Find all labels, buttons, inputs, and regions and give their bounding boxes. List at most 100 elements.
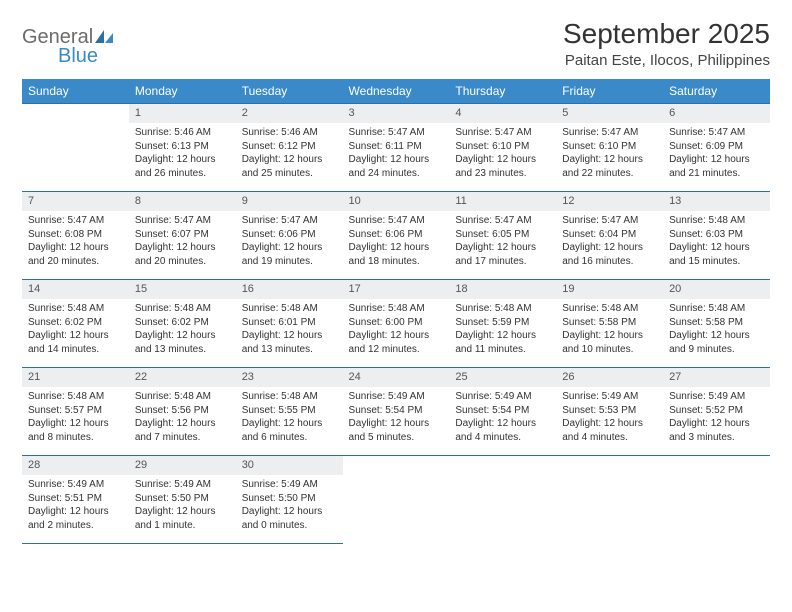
sunrise-line: Sunrise: 5:49 AM [135,478,230,492]
sunset-line: Sunset: 5:52 PM [669,404,764,418]
sunset-line: Sunset: 6:13 PM [135,140,230,154]
day-content: Sunrise: 5:47 AMSunset: 6:11 PMDaylight:… [343,123,450,185]
daylight-line: Daylight: 12 hours and 13 minutes. [242,329,337,356]
week-row: 1Sunrise: 5:46 AMSunset: 6:13 PMDaylight… [22,104,770,192]
day-cell: 12Sunrise: 5:47 AMSunset: 6:04 PMDayligh… [556,192,663,280]
day-number: 15 [129,280,236,299]
day-cell: 15Sunrise: 5:48 AMSunset: 6:02 PMDayligh… [129,280,236,368]
day-content: Sunrise: 5:47 AMSunset: 6:06 PMDaylight:… [236,211,343,273]
sunrise-line: Sunrise: 5:48 AM [455,302,550,316]
day-cell: 6Sunrise: 5:47 AMSunset: 6:09 PMDaylight… [663,104,770,192]
sunset-line: Sunset: 6:03 PM [669,228,764,242]
day-content: Sunrise: 5:49 AMSunset: 5:54 PMDaylight:… [449,387,556,449]
sunset-line: Sunset: 6:06 PM [242,228,337,242]
day-content: Sunrise: 5:46 AMSunset: 6:12 PMDaylight:… [236,123,343,185]
sunrise-line: Sunrise: 5:47 AM [455,126,550,140]
day-cell: 4Sunrise: 5:47 AMSunset: 6:10 PMDaylight… [449,104,556,192]
sunset-line: Sunset: 5:57 PM [28,404,123,418]
day-header: Saturday [663,79,770,104]
day-content: Sunrise: 5:48 AMSunset: 5:55 PMDaylight:… [236,387,343,449]
week-row: 28Sunrise: 5:49 AMSunset: 5:51 PMDayligh… [22,456,770,544]
sunrise-line: Sunrise: 5:48 AM [242,302,337,316]
day-number: 25 [449,368,556,387]
daylight-line: Daylight: 12 hours and 12 minutes. [349,329,444,356]
day-number: 9 [236,192,343,211]
sunset-line: Sunset: 5:51 PM [28,492,123,506]
week-row: 14Sunrise: 5:48 AMSunset: 6:02 PMDayligh… [22,280,770,368]
sunrise-line: Sunrise: 5:49 AM [349,390,444,404]
sunset-line: Sunset: 5:59 PM [455,316,550,330]
sunset-line: Sunset: 6:10 PM [455,140,550,154]
daylight-line: Daylight: 12 hours and 1 minute. [135,505,230,532]
sunrise-line: Sunrise: 5:48 AM [28,390,123,404]
calendar-table: SundayMondayTuesdayWednesdayThursdayFrid… [22,79,770,544]
day-content: Sunrise: 5:48 AMSunset: 5:58 PMDaylight:… [556,299,663,361]
day-content: Sunrise: 5:47 AMSunset: 6:08 PMDaylight:… [22,211,129,273]
day-cell: 1Sunrise: 5:46 AMSunset: 6:13 PMDaylight… [129,104,236,192]
sunrise-line: Sunrise: 5:49 AM [455,390,550,404]
day-content: Sunrise: 5:48 AMSunset: 5:58 PMDaylight:… [663,299,770,361]
sunset-line: Sunset: 5:53 PM [562,404,657,418]
daylight-line: Daylight: 12 hours and 10 minutes. [562,329,657,356]
daylight-line: Daylight: 12 hours and 7 minutes. [135,417,230,444]
sunset-line: Sunset: 6:11 PM [349,140,444,154]
sunrise-line: Sunrise: 5:47 AM [669,126,764,140]
title-block: September 2025 Paitan Este, Ilocos, Phil… [563,18,770,69]
daylight-line: Daylight: 12 hours and 16 minutes. [562,241,657,268]
daylight-line: Daylight: 12 hours and 4 minutes. [562,417,657,444]
day-cell: 9Sunrise: 5:47 AMSunset: 6:06 PMDaylight… [236,192,343,280]
day-header: Tuesday [236,79,343,104]
day-content: Sunrise: 5:48 AMSunset: 6:00 PMDaylight:… [343,299,450,361]
sunset-line: Sunset: 6:07 PM [135,228,230,242]
day-cell [343,456,450,544]
sunset-line: Sunset: 5:55 PM [242,404,337,418]
day-number: 23 [236,368,343,387]
day-cell: 3Sunrise: 5:47 AMSunset: 6:11 PMDaylight… [343,104,450,192]
day-number: 6 [663,104,770,123]
day-cell: 11Sunrise: 5:47 AMSunset: 6:05 PMDayligh… [449,192,556,280]
day-number: 10 [343,192,450,211]
sunrise-line: Sunrise: 5:48 AM [28,302,123,316]
daylight-line: Daylight: 12 hours and 21 minutes. [669,153,764,180]
day-cell: 16Sunrise: 5:48 AMSunset: 6:01 PMDayligh… [236,280,343,368]
day-number: 7 [22,192,129,211]
day-cell: 8Sunrise: 5:47 AMSunset: 6:07 PMDaylight… [129,192,236,280]
sunset-line: Sunset: 6:12 PM [242,140,337,154]
sunset-line: Sunset: 5:54 PM [455,404,550,418]
daylight-line: Daylight: 12 hours and 14 minutes. [28,329,123,356]
day-cell [22,104,129,192]
daylight-line: Daylight: 12 hours and 2 minutes. [28,505,123,532]
daylight-line: Daylight: 12 hours and 17 minutes. [455,241,550,268]
logo-sail-icon [94,29,116,50]
day-header: Thursday [449,79,556,104]
sunset-line: Sunset: 6:10 PM [562,140,657,154]
day-content: Sunrise: 5:46 AMSunset: 6:13 PMDaylight:… [129,123,236,185]
sunset-line: Sunset: 5:50 PM [135,492,230,506]
sunset-line: Sunset: 6:02 PM [135,316,230,330]
daylight-line: Daylight: 12 hours and 24 minutes. [349,153,444,180]
sunset-line: Sunset: 6:02 PM [28,316,123,330]
sunrise-line: Sunrise: 5:47 AM [349,214,444,228]
day-number: 8 [129,192,236,211]
day-number: 17 [343,280,450,299]
day-cell: 27Sunrise: 5:49 AMSunset: 5:52 PMDayligh… [663,368,770,456]
day-cell: 22Sunrise: 5:48 AMSunset: 5:56 PMDayligh… [129,368,236,456]
day-cell: 21Sunrise: 5:48 AMSunset: 5:57 PMDayligh… [22,368,129,456]
daylight-line: Daylight: 12 hours and 13 minutes. [135,329,230,356]
sunrise-line: Sunrise: 5:48 AM [562,302,657,316]
sunrise-line: Sunrise: 5:49 AM [28,478,123,492]
daylight-line: Daylight: 12 hours and 23 minutes. [455,153,550,180]
day-number: 30 [236,456,343,475]
sunrise-line: Sunrise: 5:48 AM [135,302,230,316]
day-content: Sunrise: 5:49 AMSunset: 5:50 PMDaylight:… [236,475,343,537]
day-content: Sunrise: 5:47 AMSunset: 6:06 PMDaylight:… [343,211,450,273]
day-content: Sunrise: 5:48 AMSunset: 6:02 PMDaylight:… [129,299,236,361]
day-cell: 13Sunrise: 5:48 AMSunset: 6:03 PMDayligh… [663,192,770,280]
day-cell: 5Sunrise: 5:47 AMSunset: 6:10 PMDaylight… [556,104,663,192]
day-number: 19 [556,280,663,299]
daylight-line: Daylight: 12 hours and 25 minutes. [242,153,337,180]
calendar-body: 1Sunrise: 5:46 AMSunset: 6:13 PMDaylight… [22,104,770,544]
daylight-line: Daylight: 12 hours and 26 minutes. [135,153,230,180]
day-cell [663,456,770,544]
day-content: Sunrise: 5:47 AMSunset: 6:10 PMDaylight:… [449,123,556,185]
